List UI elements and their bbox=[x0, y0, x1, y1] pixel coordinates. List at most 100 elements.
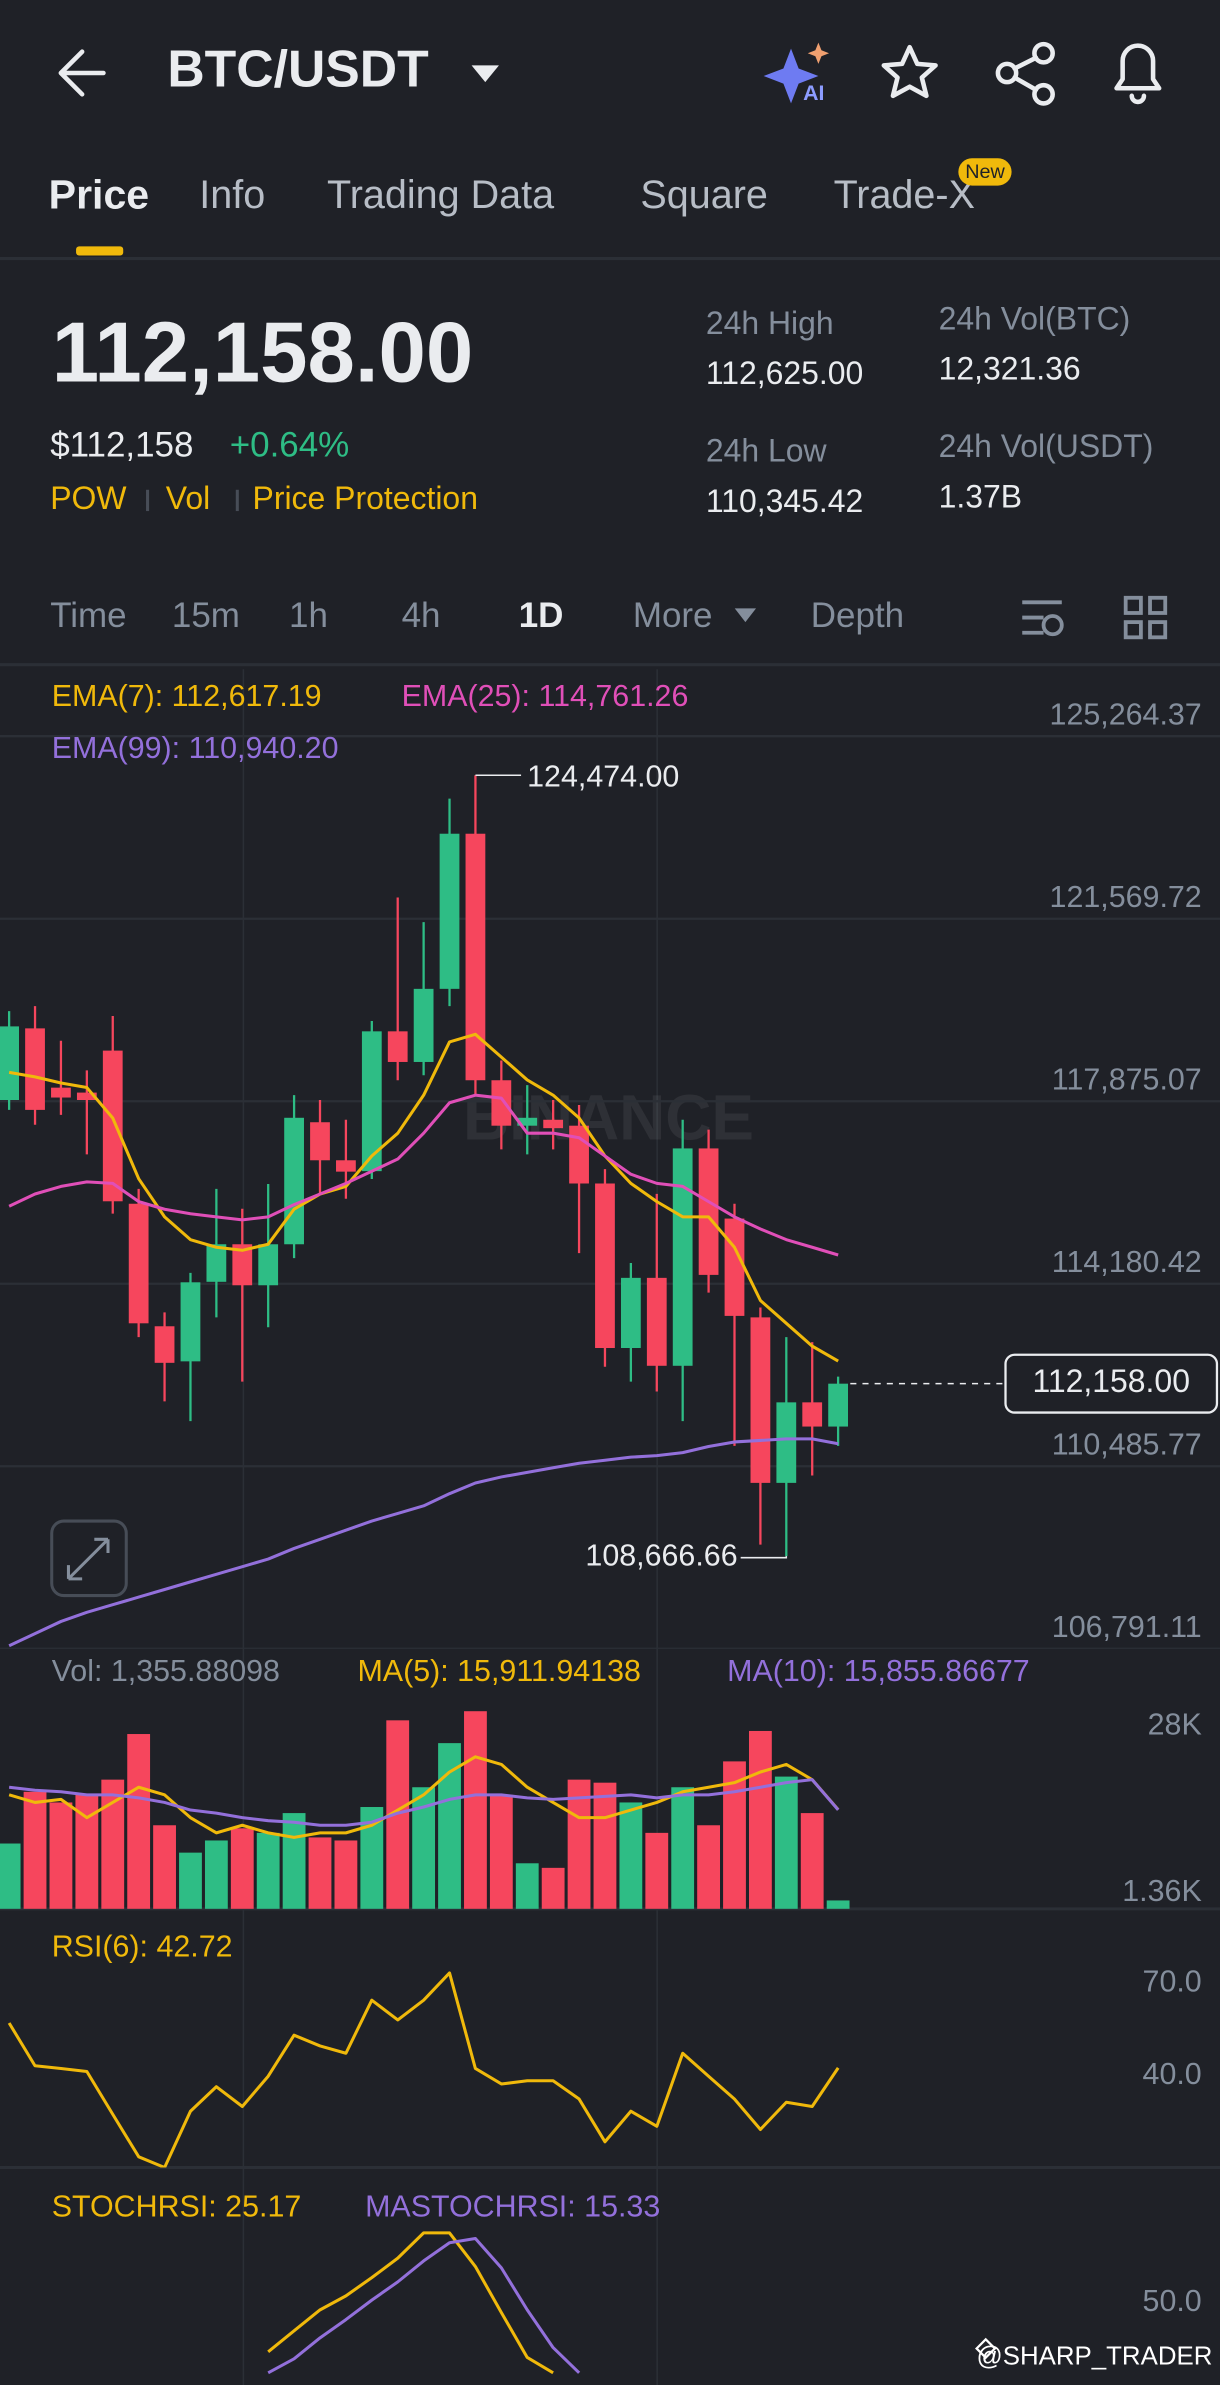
candle-body bbox=[517, 1117, 538, 1126]
volume-bar bbox=[204, 1840, 228, 1909]
volume-bar bbox=[723, 1761, 746, 1909]
candle-body bbox=[465, 833, 486, 1081]
separator bbox=[146, 489, 150, 512]
interval[interactable]: 1h bbox=[289, 596, 328, 635]
stat-value: 12,321.36 bbox=[939, 351, 1081, 387]
y-tick-label: 70.0 bbox=[1143, 1964, 1202, 1998]
tab[interactable]: Price bbox=[49, 172, 149, 218]
ai-icon[interactable]: AI bbox=[763, 42, 830, 105]
tab[interactable]: Trading Data bbox=[327, 173, 554, 217]
usd-price: $112,158 bbox=[50, 425, 193, 464]
legend: MASTOCHRSI: 15.33 bbox=[365, 2190, 660, 2224]
price-tag bbox=[1004, 1353, 1219, 1414]
volume-bar bbox=[464, 1711, 487, 1909]
legend: Vol: 1,355.88098 bbox=[52, 1654, 280, 1688]
candle-body bbox=[724, 1218, 745, 1316]
candle-body bbox=[543, 1119, 564, 1129]
legend: MA(5): 15,911.94138 bbox=[357, 1654, 640, 1688]
y-tick-label: 50.0 bbox=[1143, 2284, 1202, 2318]
candle-body bbox=[491, 1080, 512, 1126]
tag[interactable]: POW bbox=[50, 480, 127, 516]
candle-body bbox=[25, 1028, 45, 1110]
candle-body bbox=[750, 1317, 771, 1483]
share-icon[interactable] bbox=[995, 41, 1055, 106]
price-tag-label: 112,158.00 bbox=[1032, 1363, 1189, 1399]
indicator-settings-icon[interactable] bbox=[1022, 600, 1064, 637]
volume-bar bbox=[23, 1791, 47, 1909]
volume-bar bbox=[645, 1832, 669, 1909]
layout-icon[interactable] bbox=[1123, 595, 1168, 640]
volume-bar bbox=[489, 1794, 513, 1909]
volume-bar bbox=[567, 1779, 591, 1909]
tab[interactable]: Info bbox=[199, 173, 265, 217]
candle-body bbox=[672, 1148, 693, 1366]
volume-bar bbox=[256, 1832, 280, 1909]
new-badge bbox=[958, 158, 1012, 186]
tab[interactable]: Square bbox=[640, 173, 767, 217]
tag[interactable]: Price Protection bbox=[253, 480, 478, 516]
expand-icon[interactable] bbox=[66, 1537, 110, 1581]
expand-button[interactable] bbox=[50, 1519, 128, 1598]
legend: EMA(99): 110,940.20 bbox=[52, 731, 339, 765]
y-tick-label: 121,569.72 bbox=[1050, 880, 1202, 914]
legend: MA(10): 15,855.86677 bbox=[727, 1654, 1030, 1688]
dropdown-icon[interactable] bbox=[734, 608, 757, 623]
volume-bar bbox=[619, 1802, 643, 1909]
user-watermark: @SHARP_TRADER bbox=[976, 2342, 1212, 2370]
candle-body bbox=[0, 1026, 20, 1101]
stat-label: 24h Low bbox=[706, 433, 828, 469]
interval[interactable]: Depth bbox=[811, 596, 904, 635]
candle-body bbox=[284, 1117, 304, 1245]
back-button[interactable] bbox=[58, 49, 106, 97]
annotation-label: 124,474.00 bbox=[527, 759, 679, 793]
indicator-line bbox=[8, 1755, 840, 1839]
indicator-line bbox=[267, 2237, 581, 2375]
volume-bar bbox=[49, 1802, 73, 1909]
volume-bar bbox=[308, 1837, 332, 1909]
candle-body bbox=[439, 833, 460, 989]
volume-bar bbox=[774, 1776, 798, 1909]
candle-body bbox=[569, 1125, 589, 1184]
candle-body bbox=[620, 1277, 641, 1349]
interval[interactable]: More bbox=[633, 596, 713, 635]
candle-body bbox=[698, 1148, 719, 1275]
price-change: +0.64% bbox=[230, 425, 350, 464]
interval[interactable]: 15m bbox=[172, 596, 240, 635]
interval[interactable]: 4h bbox=[402, 596, 441, 635]
interval[interactable]: 1D bbox=[519, 596, 564, 635]
candle-body bbox=[646, 1277, 667, 1366]
indicator-line bbox=[8, 1093, 839, 1257]
volume-bar bbox=[541, 1867, 565, 1909]
new-badge-text: New bbox=[965, 161, 1005, 183]
pair-title[interactable]: BTC/USDT bbox=[167, 40, 429, 98]
candle-body bbox=[206, 1244, 227, 1282]
indicator-line bbox=[8, 1437, 839, 1648]
candle-body bbox=[828, 1383, 849, 1427]
interval[interactable]: Time bbox=[50, 596, 126, 635]
stat-label: 24h Vol(BTC) bbox=[939, 300, 1131, 336]
volume-bar bbox=[360, 1807, 384, 1909]
volume-bar bbox=[75, 1794, 99, 1909]
candle-body bbox=[180, 1282, 201, 1362]
chart-watermark: BINANCE bbox=[463, 1081, 754, 1153]
alert-icon[interactable] bbox=[1114, 43, 1162, 105]
favorite-icon[interactable] bbox=[881, 44, 938, 99]
tag[interactable]: Vol bbox=[166, 480, 210, 516]
annotation-label: 108,666.66 bbox=[585, 1539, 737, 1573]
panel bbox=[7, 1971, 840, 2168]
tab-indicator bbox=[76, 246, 124, 256]
candle-body bbox=[361, 1031, 382, 1172]
candle-body bbox=[51, 1087, 71, 1098]
dropdown-icon[interactable] bbox=[471, 65, 499, 83]
indicator-line bbox=[267, 2231, 554, 2375]
y-tick-label: 40.0 bbox=[1143, 2057, 1202, 2091]
tab[interactable]: Trade-X bbox=[834, 173, 975, 217]
legend: RSI(6): 42.72 bbox=[52, 1929, 233, 1963]
candle-body bbox=[387, 1031, 408, 1062]
volume-bar bbox=[671, 1787, 695, 1909]
panel bbox=[267, 2231, 581, 2375]
volume-bar bbox=[412, 1787, 436, 1909]
candle-body bbox=[595, 1183, 615, 1349]
volume-bar bbox=[748, 1730, 772, 1909]
